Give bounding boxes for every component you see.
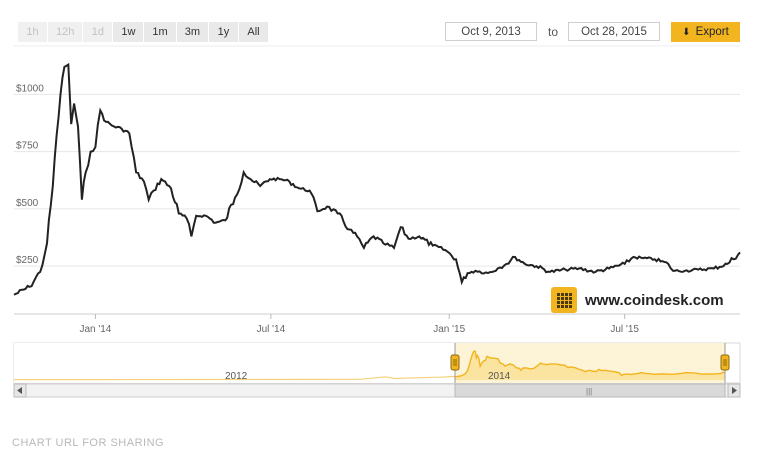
x-axis: Jan '14 Jul '14 Jan '15 Jul '15 <box>14 313 740 335</box>
zoom-button-1d: 1d <box>83 22 114 42</box>
zoom-button-3m[interactable]: 3m <box>176 22 209 42</box>
scroll-left-arrow-icon <box>17 387 22 394</box>
range-navigator[interactable]: 2012 2014 ||| <box>0 338 757 398</box>
export-label: Export <box>695 26 729 38</box>
scrollbar-grip-icon: ||| <box>586 387 592 396</box>
export-button[interactable]: ⬇ Export <box>671 22 740 42</box>
navigator-left-handle[interactable] <box>450 354 460 371</box>
price-series-line <box>13 62 741 296</box>
zoom-button-12h: 12h <box>48 22 84 42</box>
zoom-button-1w[interactable]: 1w <box>113 22 145 42</box>
navigator-year-label: 2014 <box>488 371 511 382</box>
y-axis: $250 $500 $750 $1000 <box>16 83 44 266</box>
zoom-button-1h: 1h <box>18 22 48 42</box>
brand-url: www.coindesk.com <box>585 291 724 309</box>
y-tick-label: $250 <box>16 255 39 266</box>
to-date-input[interactable]: Oct 28, 2015 <box>568 22 660 41</box>
chart-url-share-label: CHART URL FOR SHARING <box>12 437 165 449</box>
x-tick-label: Jul '15 <box>610 324 639 335</box>
price-chart[interactable]: $250$500$750$1000 Jan '14 Jul '14 Jan '15 J… <box>0 0 757 345</box>
coindesk-logo-icon <box>551 287 577 313</box>
chart-grid <box>14 45 740 267</box>
zoom-button-all[interactable]: All <box>238 22 269 42</box>
x-tick-label: Jan '14 <box>79 324 111 335</box>
navigator-selected-line <box>454 350 726 378</box>
x-tick-label: Jul '14 <box>257 324 286 335</box>
scrollbar-thumb[interactable] <box>454 383 726 398</box>
y-tick-label: $1000 <box>16 83 44 94</box>
x-tick-label: Jan '15 <box>433 324 465 335</box>
navigator-right-handle[interactable] <box>720 354 730 371</box>
navigator-selected-area <box>455 351 725 380</box>
y-tick-label: $500 <box>16 198 39 209</box>
zoom-button-1m[interactable]: 1m <box>144 22 177 42</box>
download-arrow-icon: ⬇ <box>682 27 691 38</box>
from-date-input[interactable]: Oct 9, 2013 <box>445 22 537 41</box>
navigator-year-label: 2012 <box>225 371 248 382</box>
navigator-history-line <box>14 375 456 381</box>
brand-watermark[interactable]: www.coindesk.com <box>551 287 724 313</box>
zoom-button-1y[interactable]: 1y <box>208 22 239 42</box>
navigator-unselected-area <box>14 343 455 383</box>
zoom-bar: 1h 12h 1d 1w 1m 3m 1y All <box>18 22 269 42</box>
scroll-right-arrow-icon <box>732 387 737 394</box>
range-to-label: to <box>548 25 559 39</box>
y-tick-label: $750 <box>16 141 39 152</box>
